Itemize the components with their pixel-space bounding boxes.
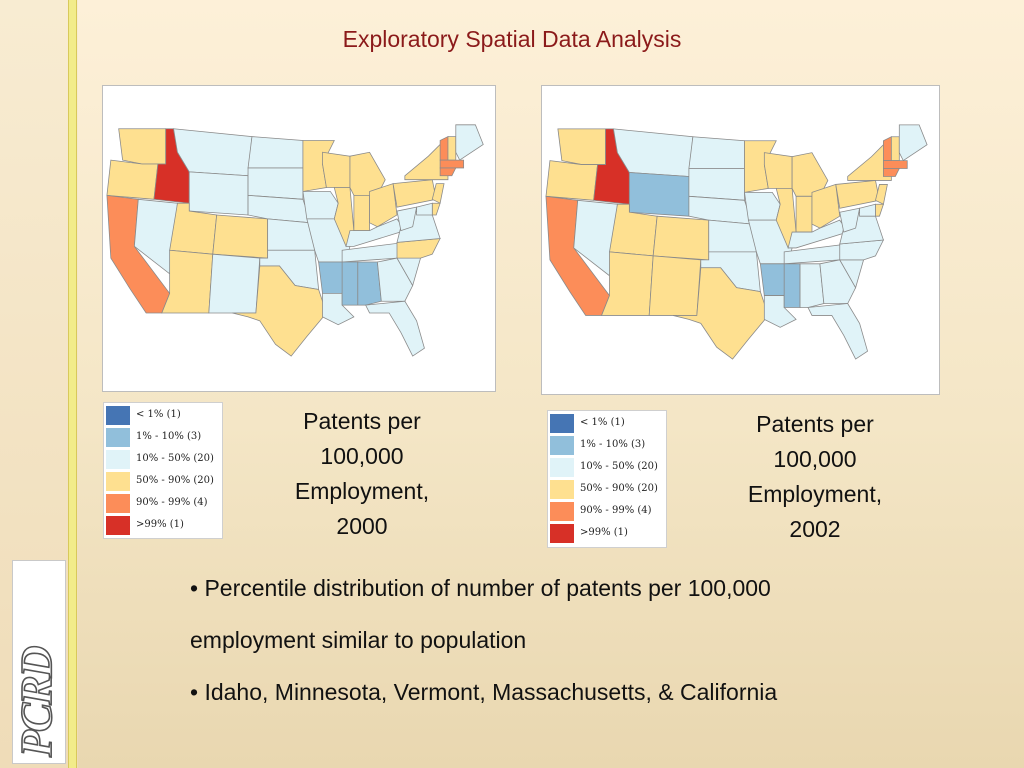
state-az — [161, 249, 214, 314]
state-vt — [883, 136, 892, 161]
bullet-item: • Idaho, Minnesota, Vermont, Massachuset… — [190, 679, 778, 705]
pcrd-logo: PCRD — [12, 560, 66, 764]
legend-swatch — [106, 494, 130, 513]
state-nd — [688, 136, 745, 169]
state-ma — [439, 159, 465, 169]
state-ky — [345, 218, 406, 247]
state-nh — [447, 136, 457, 161]
map-caption-2002: Patents per 100,000 Employment, 2002 — [715, 407, 915, 547]
state-or — [545, 160, 599, 201]
legend-swatch — [106, 450, 130, 469]
legend-item: 90% - 99% (4) — [550, 502, 666, 521]
state-co — [212, 214, 269, 259]
state-ma — [883, 160, 908, 169]
legend-item: < 1% (1) — [106, 406, 222, 425]
legend-2002: < 1% (1) 1% - 10% (3) 10% - 50% (20) 50%… — [547, 410, 667, 548]
caption-line: Patents per — [303, 408, 421, 434]
state-oh — [811, 183, 841, 229]
legend-swatch — [106, 428, 130, 447]
state-de — [431, 202, 441, 216]
legend-item: >99% (1) — [550, 524, 666, 543]
legend-swatch — [550, 436, 574, 455]
state-ct — [439, 167, 457, 177]
state-al — [357, 261, 382, 306]
state-sd — [247, 167, 304, 200]
caption-line: 100,000 — [320, 443, 404, 469]
state-pa — [392, 179, 437, 208]
legend-swatch — [106, 516, 130, 535]
state-me — [898, 124, 928, 162]
slide-title: Exploratory Spatial Data Analysis — [342, 26, 682, 52]
state-nd — [247, 136, 304, 169]
state-fl — [365, 300, 425, 357]
state-in — [795, 195, 813, 233]
state-in — [353, 194, 370, 232]
state-tx — [672, 267, 769, 360]
caption-line: 2002 — [789, 516, 841, 542]
caption-line: Employment, — [747, 481, 883, 507]
map-2002 — [541, 85, 940, 395]
state-ky — [787, 219, 849, 249]
state-al — [799, 263, 825, 308]
state-wa — [557, 128, 606, 165]
legend-item: 1% - 10% (3) — [550, 436, 666, 455]
state-wv — [396, 206, 418, 232]
bullet-item: • Percentile distribution of number of p… — [190, 575, 771, 653]
state-vt — [439, 135, 449, 161]
state-nm — [648, 255, 702, 316]
legend-item: 50% - 90% (20) — [106, 472, 222, 491]
state-nh — [890, 136, 900, 161]
svg-text:PCRD: PCRD — [13, 646, 61, 758]
legend-swatch — [106, 472, 130, 491]
state-ia — [302, 191, 339, 220]
legend-swatch — [550, 480, 574, 499]
state-wa — [118, 128, 167, 165]
state-az — [600, 251, 654, 316]
map-caption-2000: Patents per 100,000 Employment, 2000 — [262, 404, 462, 544]
state-pa — [835, 180, 880, 209]
state-ia — [744, 191, 781, 221]
state-wi — [763, 152, 793, 189]
legend-2000: < 1% (1) 1% - 10% (3) 10% - 50% (20) 50%… — [103, 402, 223, 539]
legend-swatch — [106, 406, 130, 425]
state-or — [106, 159, 159, 200]
caption-line: 100,000 — [773, 446, 857, 472]
legend-swatch — [550, 524, 574, 543]
state-wy — [628, 172, 690, 217]
state-me — [455, 124, 484, 161]
legend-item: 1% - 10% (3) — [106, 428, 222, 447]
state-ms — [783, 263, 801, 308]
legend-item: 50% - 90% (20) — [550, 480, 666, 499]
state-oh — [369, 183, 398, 228]
legend-item: 90% - 99% (4) — [106, 494, 222, 513]
state-sd — [688, 168, 745, 201]
legend-item: < 1% (1) — [550, 414, 666, 433]
state-wv — [839, 207, 861, 233]
state-wi — [322, 151, 351, 188]
legend-swatch — [550, 414, 574, 433]
state-md — [416, 202, 433, 216]
legend-item: 10% - 50% (20) — [550, 458, 666, 477]
legend-swatch — [550, 502, 574, 521]
legend-item: >99% (1) — [106, 516, 222, 535]
state-tx — [232, 265, 327, 357]
state-de — [875, 203, 884, 217]
state-fl — [807, 303, 869, 360]
state-ga — [376, 257, 414, 302]
side-rule — [68, 0, 77, 768]
bullet-list: • Percentile distribution of number of p… — [190, 562, 830, 718]
state-ct — [883, 168, 900, 177]
caption-line: Patents per — [756, 411, 874, 437]
legend-item: 10% - 50% (20) — [106, 450, 222, 469]
state-ga — [819, 259, 857, 304]
state-co — [652, 215, 710, 261]
state-nm — [208, 253, 261, 314]
state-wy — [188, 171, 249, 216]
caption-line: Employment, — [294, 478, 430, 504]
state-ms — [341, 261, 359, 306]
map-2000 — [102, 85, 496, 392]
state-md — [859, 203, 876, 217]
legend-swatch — [550, 458, 574, 477]
caption-line: 2000 — [336, 513, 388, 539]
